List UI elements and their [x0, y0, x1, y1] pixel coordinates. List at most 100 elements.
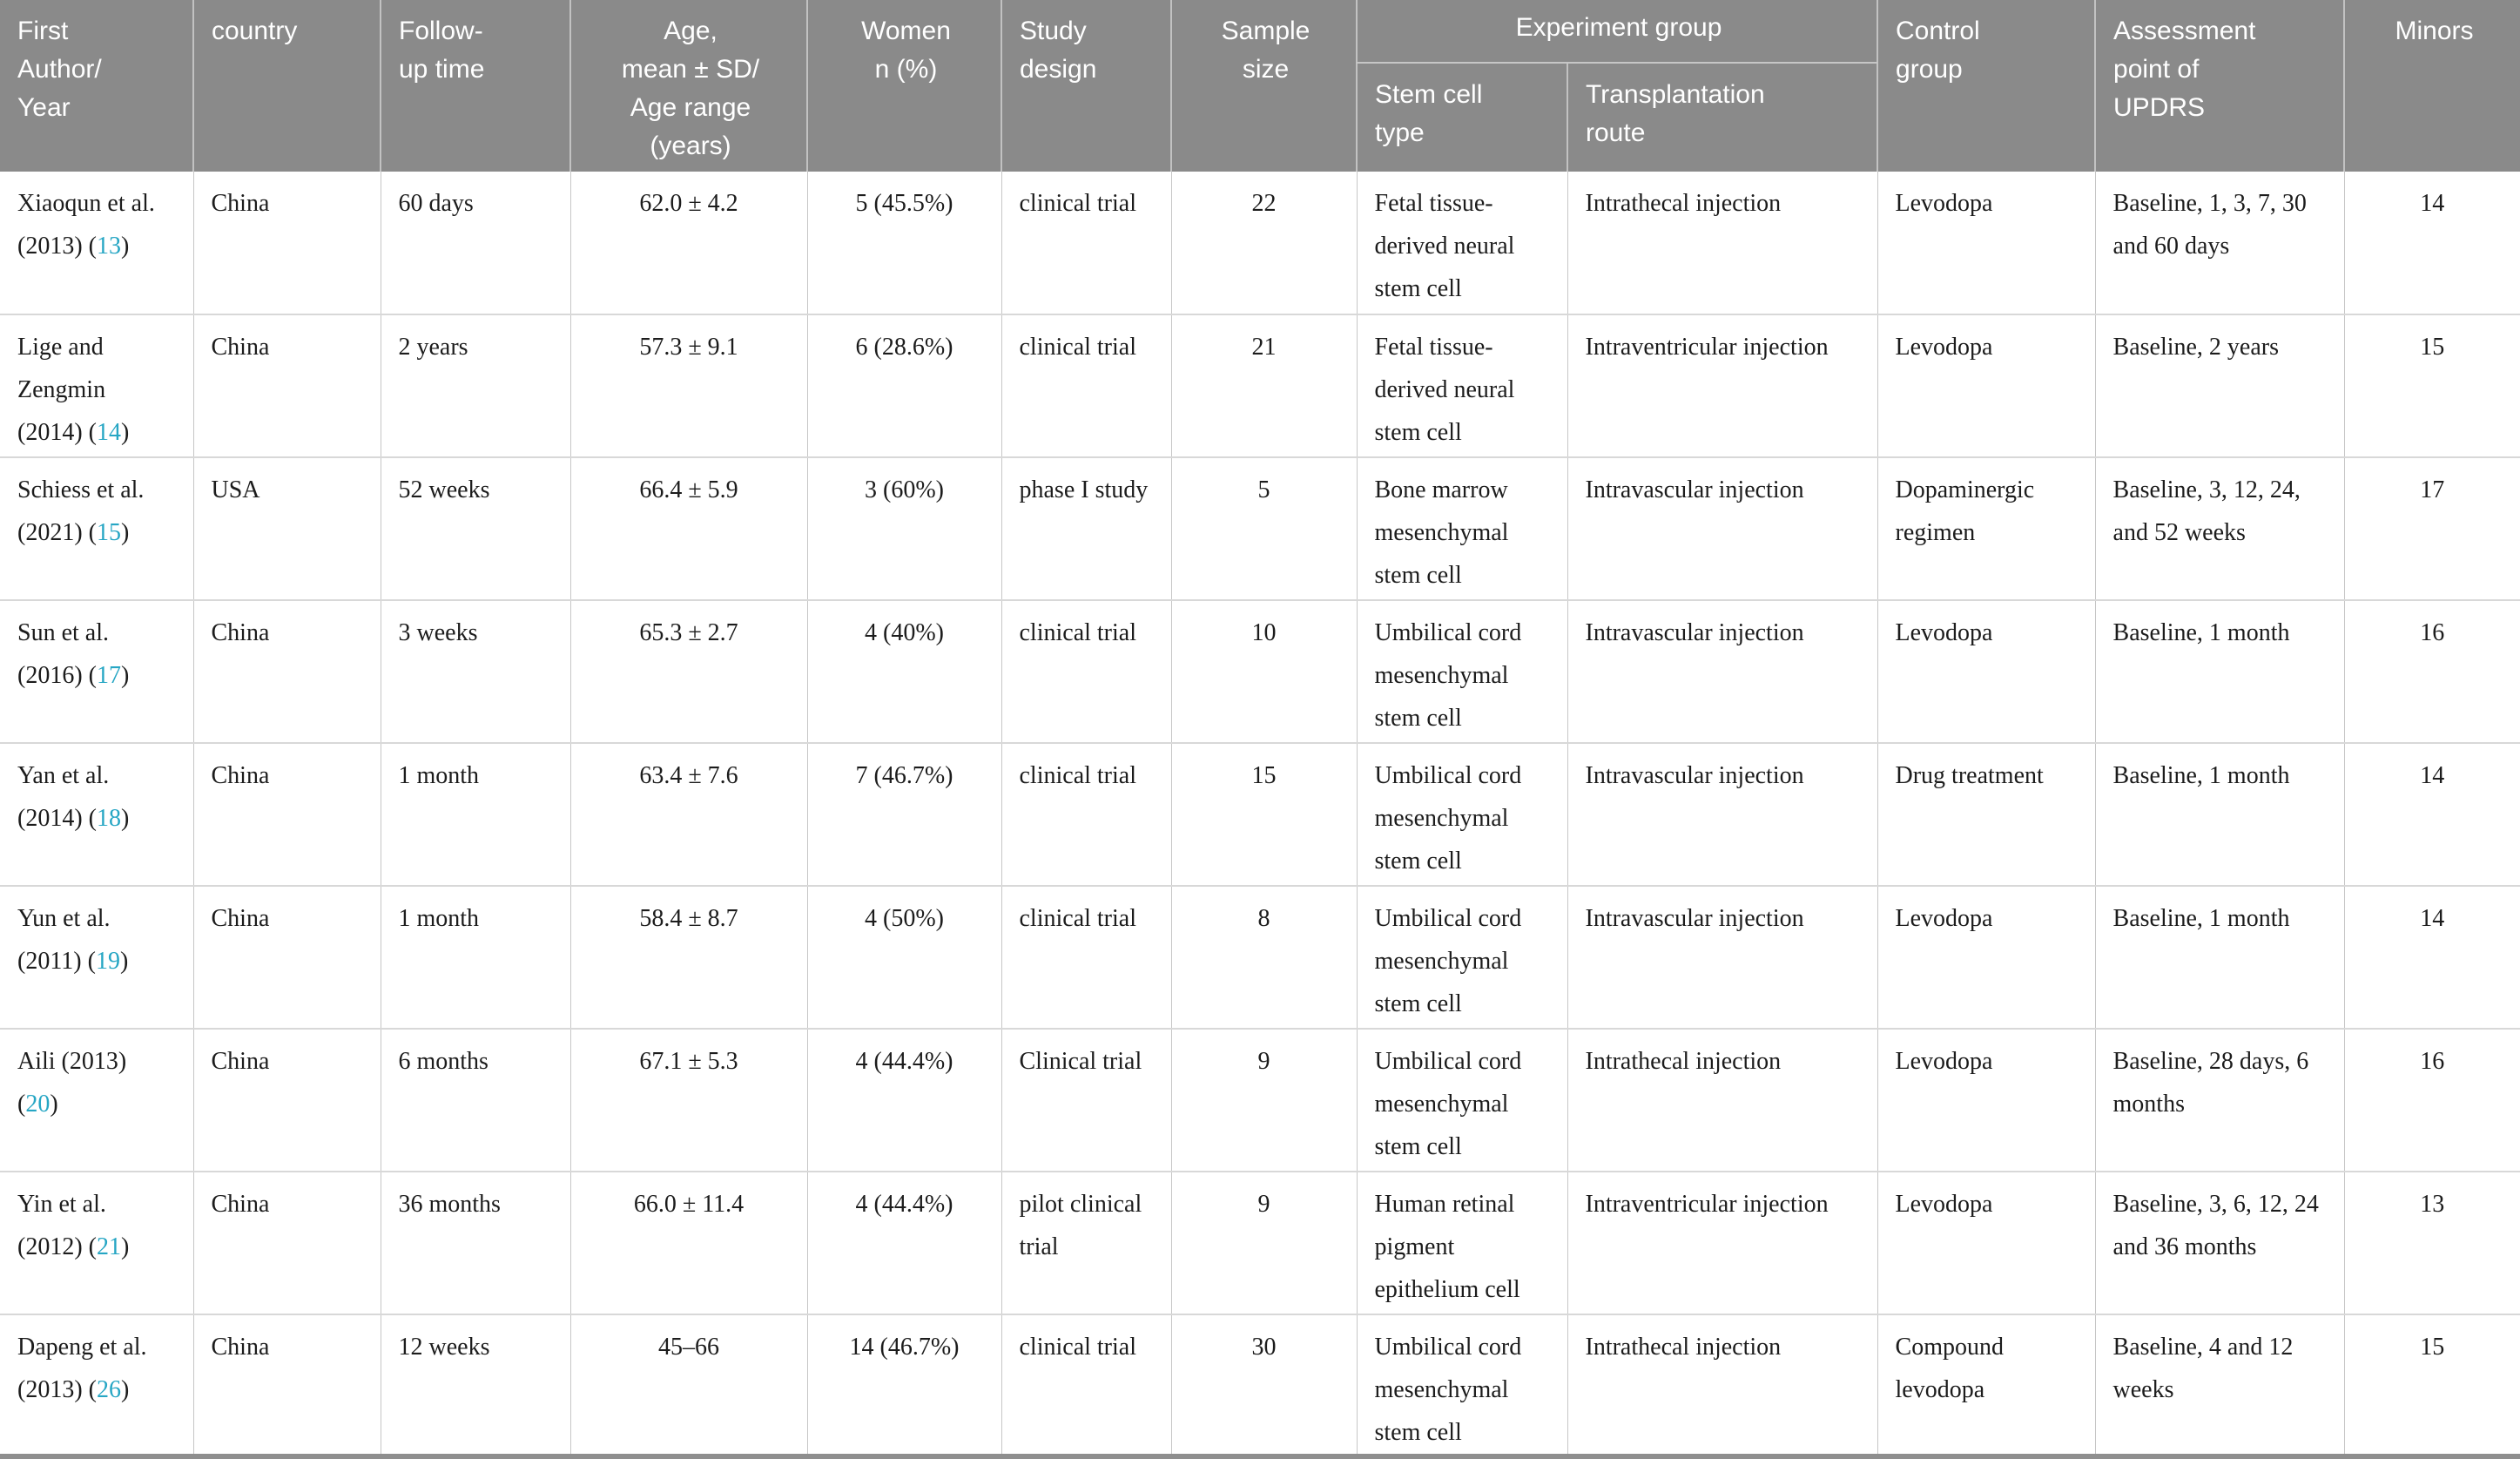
route-cell: Intravascular injection: [1567, 600, 1878, 743]
design-cell: Clinical trial: [1001, 1029, 1171, 1172]
design-cell: clinical trial: [1001, 314, 1171, 457]
women-cell: 4 (40%): [806, 600, 1001, 743]
country-cell: China: [192, 1029, 381, 1172]
table-row: Sun et al. (2016) (17) China 3 weeks 65.3 ±…: [0, 600, 2520, 743]
minors-cell: 15: [2343, 1314, 2520, 1456]
control-cell: Drug treatment: [1877, 743, 2096, 886]
country-cell: China: [192, 314, 381, 457]
citation-link[interactable]: 14: [96, 419, 121, 446]
cell-type-cell: Human retinal pigment epithelium cell: [1356, 1172, 1567, 1314]
author-cell: Yun et al. (2011) (19): [0, 886, 193, 1029]
header-assessment-point: Assessment point of UPDRS: [2094, 0, 2345, 172]
route-cell: Intravascular injection: [1567, 743, 1878, 886]
country-cell: China: [192, 1314, 381, 1456]
control-cell: Dopaminergic regimen: [1877, 457, 2096, 600]
country-cell: China: [192, 1172, 381, 1314]
header-transplantation-route: Transplantation route: [1566, 63, 1878, 172]
table-row: Yin et al. (2012) (21) China 36 months 66.0…: [0, 1172, 2520, 1314]
route-cell: Intrathecal injection: [1567, 1029, 1878, 1172]
age-cell: 66.0 ± 11.4: [569, 1172, 807, 1314]
citation-link[interactable]: 19: [95, 948, 120, 975]
table-row: Lige and Zengmin (2014) (14) China 2 years…: [0, 314, 2520, 457]
design-cell: phase I study: [1001, 457, 1171, 600]
women-cell: 3 (60%): [806, 457, 1001, 600]
design-cell: clinical trial: [1001, 1314, 1171, 1456]
follow-up-cell: 6 months: [380, 1029, 570, 1172]
follow-up-cell: 52 weeks: [380, 457, 570, 600]
table-row: Yun et al. (2011) (19) China 1 month 58.4 ±…: [0, 886, 2520, 1029]
author-cell: Xiaoqun et al. (2013) (13): [0, 172, 193, 314]
assessment-cell: Baseline, 1, 3, 7, 30 and 60 days: [2094, 172, 2345, 314]
sample-cell: 21: [1170, 314, 1357, 457]
follow-up-cell: 1 month: [380, 743, 570, 886]
assessment-cell: Baseline, 3, 12, 24, and 52 weeks: [2094, 457, 2345, 600]
follow-up-cell: 36 months: [380, 1172, 570, 1314]
header-experiment-group: Experiment group: [1355, 0, 1878, 64]
assessment-cell: Baseline, 28 days, 6 months: [2094, 1029, 2345, 1172]
citation-link[interactable]: 13: [96, 233, 121, 260]
country-cell: China: [192, 886, 381, 1029]
author-cell: Lige and Zengmin (2014) (14): [0, 314, 193, 457]
table-row: Schiess et al. (2021) (15) USA 52 weeks 66.…: [0, 457, 2520, 600]
route-cell: Intravascular injection: [1567, 457, 1878, 600]
control-cell: Levodopa: [1877, 1029, 2096, 1172]
minors-cell: 14: [2343, 743, 2520, 886]
control-cell: Levodopa: [1877, 600, 2096, 743]
sample-cell: 30: [1170, 1314, 1357, 1456]
control-cell: Compound levodopa: [1877, 1314, 2096, 1456]
age-cell: 57.3 ± 9.1: [569, 314, 807, 457]
women-cell: 4 (44.4%): [806, 1172, 1001, 1314]
citation-link[interactable]: 15: [96, 519, 121, 546]
author-cell: Aili (2013) (20): [0, 1029, 193, 1172]
route-cell: Intravascular injection: [1567, 886, 1878, 1029]
design-cell: clinical trial: [1001, 600, 1171, 743]
control-cell: Levodopa: [1877, 1172, 2096, 1314]
assessment-cell: Baseline, 1 month: [2094, 600, 2345, 743]
table-body: Xiaoqun et al. (2013) (13) China 60 days 62…: [0, 172, 2520, 1456]
citation-link[interactable]: 20: [25, 1091, 51, 1118]
age-cell: 65.3 ± 2.7: [569, 600, 807, 743]
citation-link[interactable]: 26: [96, 1376, 121, 1403]
country-cell: China: [192, 172, 381, 314]
follow-up-cell: 12 weeks: [380, 1314, 570, 1456]
assessment-cell: Baseline, 1 month: [2094, 886, 2345, 1029]
table-row: Xiaoqun et al. (2013) (13) China 60 days 62…: [0, 172, 2520, 314]
table-row: Dapeng et al. (2013) (26) China 12 weeks 45…: [0, 1314, 2520, 1456]
design-cell: clinical trial: [1001, 172, 1171, 314]
route-cell: Intrathecal injection: [1567, 172, 1878, 314]
sample-cell: 8: [1170, 886, 1357, 1029]
citation-link[interactable]: 18: [96, 805, 121, 832]
control-cell: Levodopa: [1877, 172, 2096, 314]
minors-cell: 16: [2343, 600, 2520, 743]
follow-up-cell: 3 weeks: [380, 600, 570, 743]
age-cell: 63.4 ± 7.6: [569, 743, 807, 886]
assessment-cell: Baseline, 3, 6, 12, 24 and 36 months: [2094, 1172, 2345, 1314]
sample-cell: 15: [1170, 743, 1357, 886]
author-cell: Dapeng et al. (2013) (26): [0, 1314, 193, 1456]
citation-link[interactable]: 21: [96, 1233, 121, 1260]
women-cell: 5 (45.5%): [806, 172, 1001, 314]
minors-cell: 16: [2343, 1029, 2520, 1172]
table-row: Yan et al. (2014) (18) China 1 month 63.4 ±…: [0, 743, 2520, 886]
cell-type-cell: Umbilical cord mesenchymal stem cell: [1356, 1314, 1567, 1456]
header-first-author: First Author/ Year: [0, 0, 193, 172]
minors-cell: 13: [2343, 1172, 2520, 1314]
assessment-cell: Baseline, 4 and 12 weeks: [2094, 1314, 2345, 1456]
sample-cell: 9: [1170, 1172, 1357, 1314]
minors-cell: 17: [2343, 457, 2520, 600]
sample-cell: 9: [1170, 1029, 1357, 1172]
age-cell: 66.4 ± 5.9: [569, 457, 807, 600]
route-cell: Intrathecal injection: [1567, 1314, 1878, 1456]
cell-type-cell: Fetal tissue-derived neural stem cell: [1356, 172, 1567, 314]
control-cell: Levodopa: [1877, 314, 2096, 457]
header-study-design: Study design: [1001, 0, 1171, 172]
age-cell: 67.1 ± 5.3: [569, 1029, 807, 1172]
sample-cell: 5: [1170, 457, 1357, 600]
design-cell: clinical trial: [1001, 743, 1171, 886]
cell-type-cell: Umbilical cord mesenchymal stem cell: [1356, 886, 1567, 1029]
citation-link[interactable]: 17: [96, 662, 121, 689]
minors-cell: 14: [2343, 172, 2520, 314]
age-cell: 58.4 ± 8.7: [569, 886, 807, 1029]
women-cell: 7 (46.7%): [806, 743, 1001, 886]
